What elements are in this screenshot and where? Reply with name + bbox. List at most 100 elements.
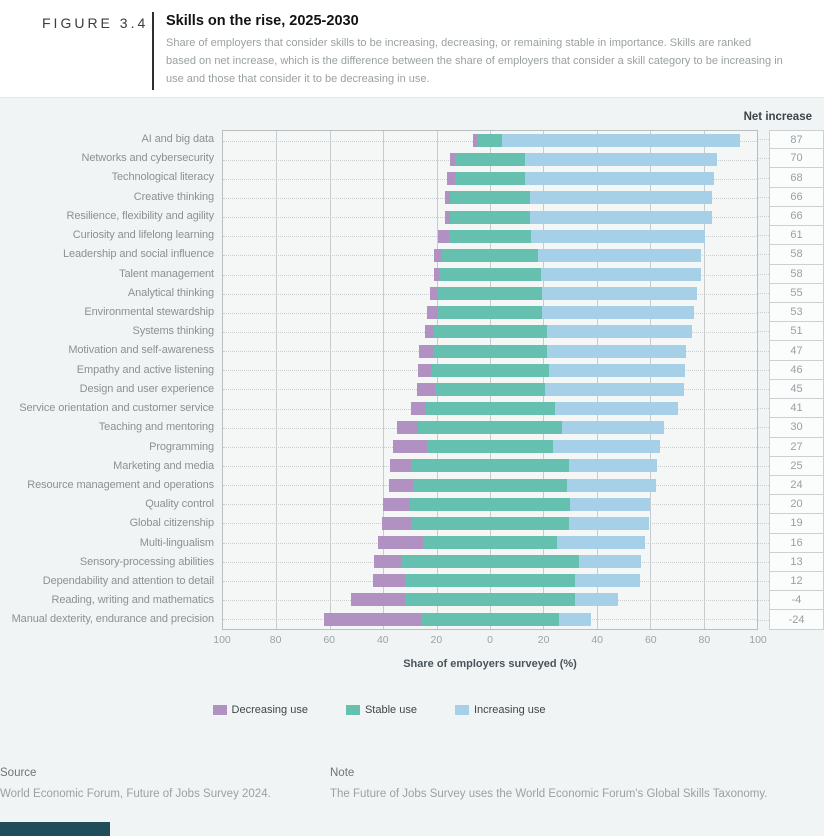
stable-segment [409,497,571,511]
stable-segment [477,134,502,147]
net-leader-dash [758,465,769,467]
net-row: 12 [758,572,824,592]
increasing-segment [524,172,715,186]
net-row: 58 [758,245,824,265]
category-labels: AI and big data Networks and cybersecurit… [0,130,222,630]
increasing-segment [555,401,679,415]
bar-row [223,227,757,246]
net-row: 20 [758,495,824,515]
stable-segment [411,516,569,530]
category-label: Motivation and self-awareness [68,344,214,357]
bar-row [223,533,757,552]
category-label: Programming [149,440,214,453]
bar-row [223,590,757,609]
increasing-segment [562,421,664,435]
decreasing-segment [419,344,433,358]
stable-segment [455,153,525,167]
bar-row [223,514,757,533]
category-label: Networks and cybersecurity [81,152,214,165]
stable-segment [411,459,569,473]
net-increase-value: 47 [769,341,824,361]
stable-segment [449,191,531,205]
bar-row [223,610,757,629]
x-tick-label: 20 [430,634,443,646]
bar-row [223,456,757,475]
category-label: Empathy and active listening [76,363,214,376]
figure-subtitle: Share of employers that consider skills … [166,37,783,85]
bar-row [223,495,757,514]
decreasing-segment [396,421,418,435]
net-increase-value: 30 [769,418,824,438]
increasing-segment [575,593,619,607]
net-increase-value: 12 [769,572,824,592]
net-row: -24 [758,610,824,630]
x-tick-label: 80 [269,634,282,646]
stable-segment [439,267,541,281]
net-row: 30 [758,418,824,438]
legend-item: Increasing use [454,704,546,716]
stable-segment [412,478,568,492]
bar-row [223,342,757,361]
legend-label: Increasing use [473,704,546,716]
category-label: Manual dexterity, endurance and precisio… [11,613,214,626]
net-row: 58 [758,264,824,284]
net-row: 66 [758,206,824,227]
net-leader-dash [758,235,769,237]
net-leader-dash [758,139,769,141]
net-leader-dash [758,292,769,294]
bar-row [223,361,757,380]
decreasing-segment [377,535,424,549]
gridline [543,131,545,629]
figure-number: FIGURE 3.4 [42,15,149,31]
decreasing-segment [392,440,428,454]
increasing-segment [567,478,656,492]
bar-row [223,552,757,571]
net-row: 45 [758,379,824,400]
bar-row [223,169,757,188]
bar-row [223,437,757,456]
stable-segment [417,421,563,435]
net-increase-value: 41 [769,399,824,419]
category-label: Resilience, flexibility and agility [66,209,214,222]
increasing-segment [530,191,712,205]
increasing-segment [524,153,717,167]
net-leader-dash [758,446,769,448]
net-increase-value: 24 [769,475,824,496]
legend-item: Stable use [345,704,417,716]
bar-row [223,303,757,322]
stable-segment [404,574,576,588]
net-increase-value: 53 [769,302,824,323]
net-leader-dash [758,369,769,371]
gridline [596,131,598,629]
decreasing-segment [444,191,450,205]
increasing-segment [559,612,592,626]
decreasing-segment [383,497,410,511]
stable-segment [455,172,525,186]
note-label: Note [330,767,355,779]
stable-segment [437,306,543,320]
legend-swatch [454,705,469,715]
bar-row [223,246,757,265]
bar-row [223,399,757,418]
category-label: Design and user experience [79,382,214,395]
net-row: 13 [758,552,824,573]
stable-segment [423,535,557,549]
net-row: 55 [758,283,824,303]
net-row: 25 [758,456,824,476]
bar-row [223,131,757,150]
decreasing-segment [444,210,450,224]
net-leader-dash [758,561,769,563]
legend-swatch [345,705,360,715]
category-label: Teaching and mentoring [98,421,214,434]
category-label: AI and big data [141,133,214,145]
net-increase-value: 70 [769,149,824,169]
net-leader-dash [758,600,769,602]
net-leader-dash [758,523,769,525]
net-increase-value: 55 [769,283,824,303]
net-increase-value: 66 [769,187,824,207]
bar-row [223,476,757,495]
decreasing-segment [447,172,456,186]
category-label: Reading, writing and mathematics [51,594,215,607]
plot-area [222,130,758,630]
increasing-segment [570,497,651,511]
